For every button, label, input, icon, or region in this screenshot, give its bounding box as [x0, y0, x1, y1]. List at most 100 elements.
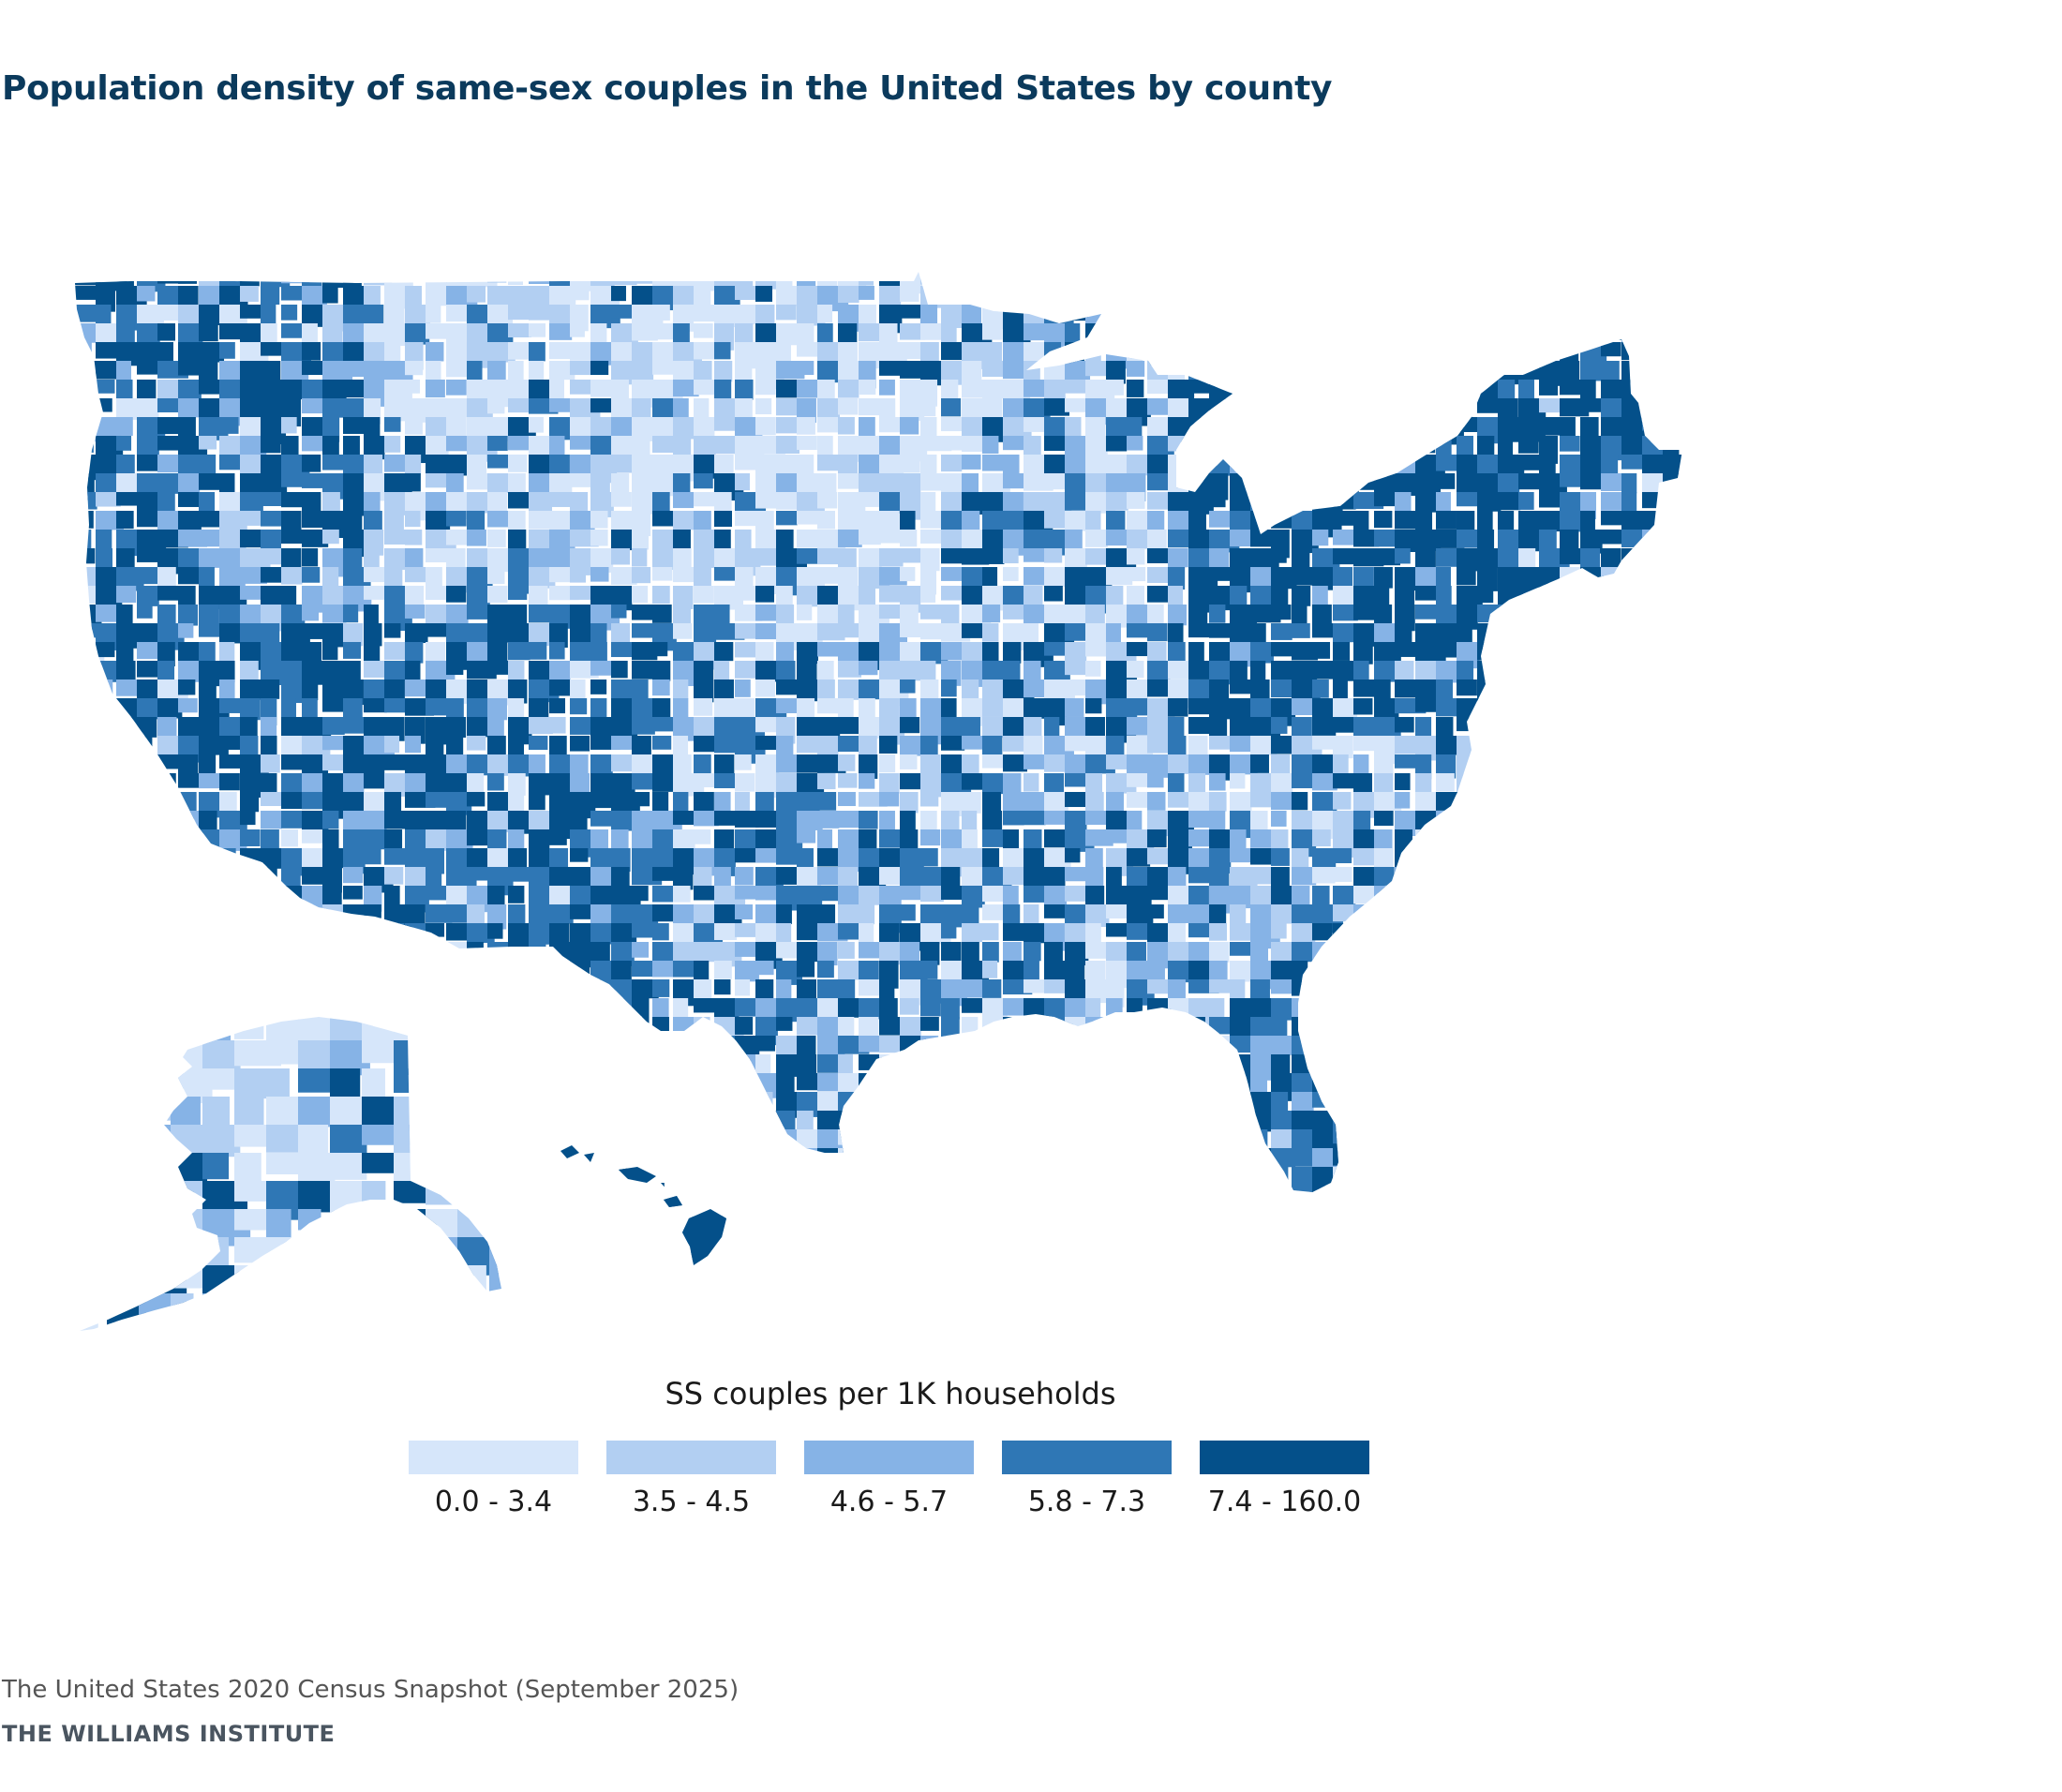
county-cell: [1477, 848, 1503, 871]
county-cell: [1498, 1073, 1530, 1096]
county-cell: [1477, 904, 1501, 928]
county-cell: [1477, 829, 1500, 858]
county-cell: [1085, 272, 1113, 289]
county-cell: [266, 1265, 300, 1300]
county-cell: [694, 436, 716, 457]
county-cell: [75, 1111, 93, 1134]
legend-swatch: [1200, 1441, 1369, 1474]
county-cell: [362, 1181, 386, 1211]
county-cell: [199, 717, 227, 739]
county-cell: [1642, 886, 1673, 904]
county-cell: [838, 567, 859, 590]
county-cell: [1024, 904, 1039, 925]
county-cell: [1457, 398, 1472, 420]
county-cell: [1065, 455, 1091, 475]
county-cell: [261, 272, 291, 288]
county-cell: [1415, 417, 1439, 438]
county-cell: [116, 886, 142, 900]
county-cell: [1168, 698, 1188, 717]
county-cell: [1415, 436, 1436, 454]
county-cell: [962, 886, 985, 908]
county-cell: [171, 1097, 201, 1127]
county-cell: [171, 1237, 206, 1262]
county-cell: [941, 272, 967, 291]
county-cell: [487, 642, 508, 664]
county-cell: [1374, 305, 1402, 327]
county-cell: [107, 1237, 143, 1259]
county-cell: [199, 829, 221, 848]
county-cell: [982, 923, 999, 941]
county-cell: [1580, 998, 1604, 1023]
county-cell: [900, 605, 919, 626]
county-cell: [75, 436, 94, 453]
county-cell: [1230, 1129, 1255, 1149]
county-cell: [1436, 398, 1466, 426]
alaska-counties: [80, 1017, 501, 1331]
county-cell: [137, 1186, 154, 1192]
county-cell: [817, 717, 841, 739]
county-cell: [1188, 942, 1211, 963]
county-cell: [1560, 1017, 1579, 1042]
county-cell: [982, 942, 999, 963]
county-cell: [116, 923, 144, 949]
county-cell: [1333, 867, 1352, 882]
county-cell: [75, 679, 101, 694]
county-cell: [1539, 642, 1554, 660]
county-cell: [611, 567, 637, 585]
county-cell: [1271, 642, 1295, 657]
county-cell: [1085, 792, 1104, 817]
county-cell: [1250, 979, 1270, 1001]
county-cell: [426, 979, 441, 1004]
county-cell: [1498, 1036, 1523, 1054]
county-cell: [1683, 380, 1704, 394]
county-cell: [1477, 511, 1493, 531]
county-cell: [560, 1251, 630, 1265]
county-cell: [1642, 867, 1669, 882]
county-cell: [817, 511, 835, 530]
county-cell: [1271, 773, 1293, 795]
county-cell: [982, 492, 1009, 512]
county-cell: [1580, 1017, 1604, 1038]
county-cell: [1127, 1167, 1156, 1187]
county-cell: [96, 773, 115, 797]
county-cell: [1188, 342, 1212, 362]
county-cell: [137, 792, 161, 814]
county-cell: [549, 1186, 573, 1192]
county-cell: [859, 1167, 875, 1187]
county-cell: [1642, 567, 1665, 588]
county-cell: [549, 473, 573, 495]
county-cell: [96, 886, 114, 904]
county-cell: [96, 961, 112, 978]
county-cell: [116, 811, 144, 837]
county-cell: [982, 361, 1007, 378]
county-cell: [1024, 736, 1043, 758]
county-cell: [673, 829, 695, 849]
county-cell: [982, 848, 1000, 874]
county-cell: [941, 1073, 963, 1090]
county-cell: [1374, 492, 1402, 507]
county-cell: [80, 1293, 100, 1323]
county-cell: [817, 998, 840, 1019]
county-cell: [394, 1181, 426, 1203]
county-cell: [298, 1265, 336, 1307]
county-cell: [1085, 698, 1102, 714]
county-cell: [96, 867, 127, 889]
county-cell: [1642, 323, 1671, 351]
county-cell: [673, 1129, 698, 1149]
county-cell: [962, 736, 984, 750]
county-cell: [157, 1167, 178, 1188]
county-cell: [508, 1036, 530, 1057]
county-cell: [1560, 1073, 1576, 1100]
county-cell: [590, 323, 607, 346]
county-cell: [1663, 642, 1682, 658]
county-cell: [1539, 1017, 1568, 1032]
county-cell: [96, 398, 112, 412]
county-cell: [1601, 773, 1624, 790]
county-cell: [1477, 754, 1497, 783]
county-cell: [116, 904, 140, 924]
county-cell: [1168, 1111, 1196, 1126]
county-cell: [1580, 1036, 1611, 1052]
county-cell: [467, 736, 486, 751]
county-cell: [1312, 961, 1338, 976]
county-cell: [298, 1322, 339, 1331]
